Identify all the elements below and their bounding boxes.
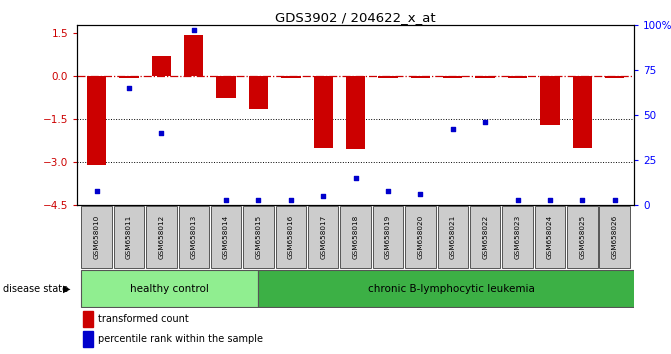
FancyBboxPatch shape xyxy=(276,206,306,268)
Text: GSM658018: GSM658018 xyxy=(353,215,358,259)
Bar xyxy=(152,56,171,76)
Text: GSM658017: GSM658017 xyxy=(320,215,326,259)
Text: GSM658011: GSM658011 xyxy=(126,215,132,259)
Point xyxy=(221,197,231,203)
FancyBboxPatch shape xyxy=(81,270,258,307)
Bar xyxy=(540,76,560,125)
Text: GSM658020: GSM658020 xyxy=(417,215,423,259)
FancyBboxPatch shape xyxy=(146,206,176,268)
Text: GSM658012: GSM658012 xyxy=(158,215,164,259)
Point xyxy=(318,193,329,199)
FancyBboxPatch shape xyxy=(211,206,242,268)
FancyBboxPatch shape xyxy=(308,206,338,268)
Bar xyxy=(184,35,203,76)
Text: GSM658022: GSM658022 xyxy=(482,215,488,259)
FancyBboxPatch shape xyxy=(244,206,274,268)
Point xyxy=(545,197,556,203)
Text: GSM658013: GSM658013 xyxy=(191,215,197,259)
Bar xyxy=(508,76,527,78)
Bar xyxy=(346,76,365,149)
Bar xyxy=(443,76,462,78)
Point xyxy=(91,188,102,194)
Title: GDS3902 / 204622_x_at: GDS3902 / 204622_x_at xyxy=(275,11,436,24)
Text: GSM658019: GSM658019 xyxy=(385,215,391,259)
Bar xyxy=(313,76,333,148)
FancyBboxPatch shape xyxy=(599,206,630,268)
Bar xyxy=(119,76,139,78)
Point xyxy=(609,197,620,203)
FancyBboxPatch shape xyxy=(405,206,435,268)
FancyBboxPatch shape xyxy=(373,206,403,268)
Point xyxy=(123,85,134,91)
Text: GSM658026: GSM658026 xyxy=(612,215,618,259)
FancyBboxPatch shape xyxy=(437,206,468,268)
Bar xyxy=(378,76,398,78)
Text: GSM658010: GSM658010 xyxy=(93,215,99,259)
Bar xyxy=(83,331,93,348)
FancyBboxPatch shape xyxy=(340,206,371,268)
Point xyxy=(156,130,166,136)
Bar xyxy=(249,76,268,109)
Point xyxy=(253,197,264,203)
Bar xyxy=(281,76,301,78)
Text: transformed count: transformed count xyxy=(99,314,189,324)
Point xyxy=(285,197,296,203)
FancyBboxPatch shape xyxy=(178,206,209,268)
Point xyxy=(512,197,523,203)
Text: GSM658014: GSM658014 xyxy=(223,215,229,259)
Text: ▶: ▶ xyxy=(63,284,70,293)
Text: GSM658023: GSM658023 xyxy=(515,215,521,259)
Bar xyxy=(572,76,592,148)
Text: GSM658015: GSM658015 xyxy=(256,215,262,259)
Text: GSM658016: GSM658016 xyxy=(288,215,294,259)
FancyBboxPatch shape xyxy=(114,206,144,268)
FancyBboxPatch shape xyxy=(535,206,565,268)
Text: healthy control: healthy control xyxy=(130,284,209,293)
Text: GSM658025: GSM658025 xyxy=(579,215,585,259)
Bar xyxy=(605,76,625,78)
Text: percentile rank within the sample: percentile rank within the sample xyxy=(99,335,263,344)
FancyBboxPatch shape xyxy=(567,206,597,268)
Bar xyxy=(216,76,236,98)
Bar xyxy=(476,76,495,78)
Point xyxy=(415,192,426,197)
Point xyxy=(480,119,491,125)
FancyBboxPatch shape xyxy=(258,270,646,307)
Text: GSM658024: GSM658024 xyxy=(547,215,553,259)
FancyBboxPatch shape xyxy=(81,206,112,268)
Point xyxy=(577,197,588,203)
Bar xyxy=(87,76,106,165)
Text: disease state: disease state xyxy=(3,284,68,293)
Point xyxy=(382,188,393,194)
Point xyxy=(189,27,199,33)
Point xyxy=(448,127,458,132)
Bar xyxy=(411,76,430,78)
FancyBboxPatch shape xyxy=(470,206,501,268)
FancyBboxPatch shape xyxy=(503,206,533,268)
Text: chronic B-lymphocytic leukemia: chronic B-lymphocytic leukemia xyxy=(368,284,535,293)
Bar xyxy=(83,311,93,327)
Text: GSM658021: GSM658021 xyxy=(450,215,456,259)
Point xyxy=(350,175,361,181)
